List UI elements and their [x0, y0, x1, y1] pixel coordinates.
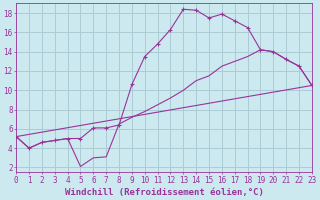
X-axis label: Windchill (Refroidissement éolien,°C): Windchill (Refroidissement éolien,°C): [65, 188, 263, 197]
